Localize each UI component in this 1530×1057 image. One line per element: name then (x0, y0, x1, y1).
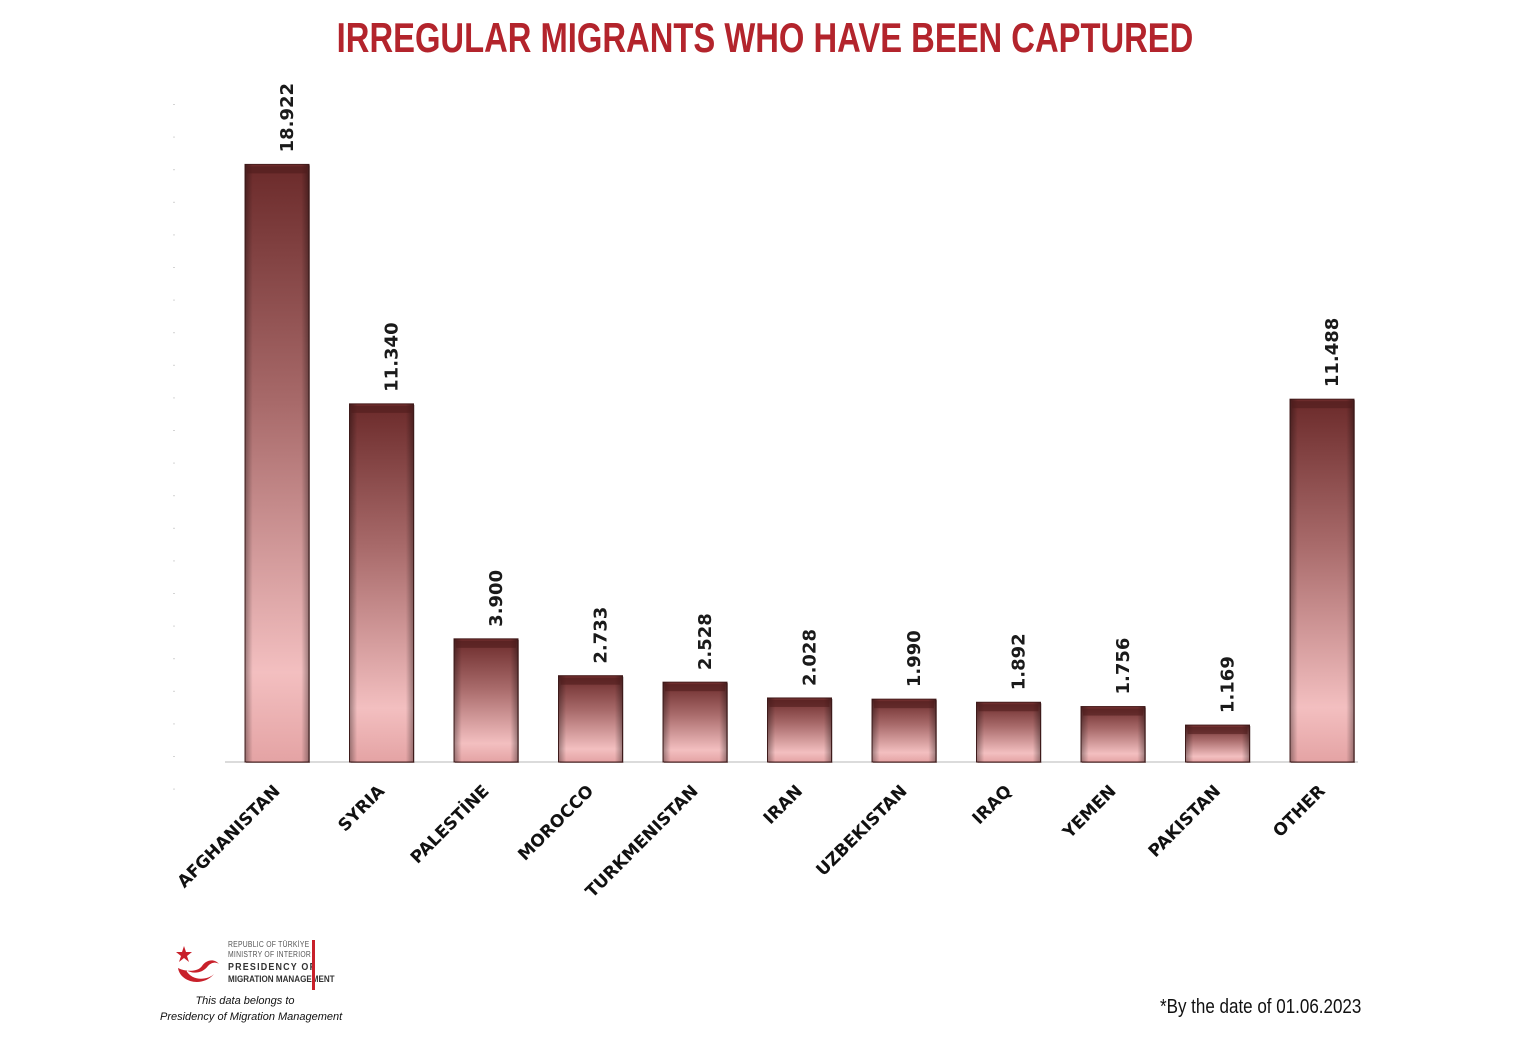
bar-edge-shade (245, 164, 309, 763)
value-label: 18.922 (277, 83, 298, 152)
bar-edge-shade (558, 675, 623, 762)
category-label: PAKISTAN (1145, 781, 1225, 861)
y-tick-mark (173, 756, 175, 757)
bar-edge-shade (1081, 706, 1145, 762)
bar-edge-shade (454, 638, 518, 762)
bar-cap (665, 684, 725, 692)
logo-divider (312, 940, 315, 990)
y-tick-mark (173, 625, 175, 627)
value-label: 2.733 (591, 607, 612, 664)
category-label: TURKMENISTAN (582, 781, 703, 902)
y-tick-mark (173, 723, 175, 725)
bar-edge-shade (872, 699, 936, 762)
value-label: 11.340 (382, 322, 403, 391)
value-label: 1.990 (904, 630, 925, 687)
logo-block: REPUBLIC OF TÜRKİYE MINISTRY OF INTERIOR… (168, 938, 335, 1028)
bar-afghanistan (244, 163, 310, 764)
bar-edge-shade (976, 702, 1041, 762)
category-labels-group: AFGHANISTAN SYRIA PALESTİNE MOROCCOTURKMENI… (174, 780, 1330, 902)
category-label: YEMEN (1059, 781, 1121, 843)
bar-edge-shade (767, 697, 832, 762)
category-label: PALESTİNE (405, 780, 493, 868)
crescent-star-bird-icon (176, 946, 219, 982)
bar-iran (767, 697, 833, 763)
logo-line-republic: REPUBLIC OF TÜRKİYE (228, 940, 310, 949)
bar-edge-shade (349, 403, 414, 762)
bar-cap (1187, 727, 1248, 735)
bar-edge-shade (663, 682, 727, 762)
chart-title: IRREGULAR MIGRANTS WHO HAVE BEEN CAPTURE… (336, 14, 1194, 61)
category-label: SYRIA (334, 781, 389, 836)
category-label: AFGHANISTAN (174, 781, 285, 892)
bar-cap (874, 701, 934, 709)
credit-line-2: Presidency of Migration Management (160, 1011, 343, 1023)
y-tick-mark (173, 788, 175, 790)
value-label: 3.900 (486, 570, 507, 627)
date-note: *By the date of 01.06.2023 (1160, 996, 1362, 1018)
bar-cap (351, 405, 412, 413)
y-tick-mark (173, 234, 175, 236)
y-axis-ticks (173, 104, 175, 790)
y-tick-mark (173, 299, 175, 301)
bar-cap (560, 677, 621, 685)
category-label: UZBEKISTAN (812, 781, 911, 880)
bar-uzbekistan (871, 698, 937, 763)
bar-cap (1292, 401, 1352, 409)
bar-cap (247, 166, 307, 174)
logo-line-ministry: MINISTRY OF INTERIOR (228, 950, 312, 959)
bars-group (244, 163, 1355, 764)
credit-line-1: This data belongs to (195, 995, 295, 1007)
bar-other (1289, 398, 1355, 763)
y-tick-mark (173, 462, 175, 464)
y-tick-mark (173, 364, 175, 366)
bar-pakistan (1185, 724, 1251, 763)
y-tick-mark (173, 560, 175, 562)
y-tick-mark (173, 136, 175, 138)
y-tick-mark (173, 201, 175, 203)
category-label: MOROCCO (514, 781, 598, 865)
y-tick-mark (173, 397, 175, 399)
y-tick-mark (173, 430, 175, 431)
y-tick-mark (173, 495, 175, 497)
y-tick-mark (173, 104, 175, 105)
bar-palesti̇ne (453, 638, 519, 763)
logo-line-migration: MIGRATION MANAGEMENT (228, 974, 335, 985)
bar-morocco (558, 675, 624, 763)
value-label: 2.528 (695, 613, 716, 670)
logo-line-presidency: PRESIDENCY OF (228, 961, 317, 973)
y-tick-mark (173, 267, 175, 268)
bar-iraq (976, 701, 1042, 763)
bar-turkmenistan (662, 681, 728, 763)
value-label: 2.028 (800, 629, 821, 686)
bar-cap (978, 704, 1039, 712)
y-tick-mark (173, 593, 175, 594)
y-tick-mark (173, 658, 175, 660)
bar-cap (1083, 708, 1143, 716)
value-labels-group: 18.922 11.340 3.900 2.733 2.528 2.028 1.990 1.8… (277, 83, 1343, 713)
value-label: 1.892 (1009, 633, 1030, 690)
y-tick-mark (173, 332, 175, 334)
value-label: 1.169 (1218, 656, 1239, 713)
category-label: OTHER (1269, 781, 1329, 841)
value-label: 11.488 (1322, 318, 1343, 387)
y-tick-mark (173, 690, 175, 692)
y-tick-mark (173, 527, 175, 529)
bar-syria (349, 403, 415, 763)
category-label: IRAN (760, 781, 807, 828)
category-label: IRAQ (969, 781, 1016, 828)
y-tick-mark (173, 169, 175, 171)
bar-cap (456, 640, 516, 648)
bar-edge-shade (1290, 399, 1354, 762)
bar-yemen (1080, 706, 1146, 763)
value-label: 1.756 (1113, 638, 1134, 695)
bar-cap (769, 699, 830, 707)
